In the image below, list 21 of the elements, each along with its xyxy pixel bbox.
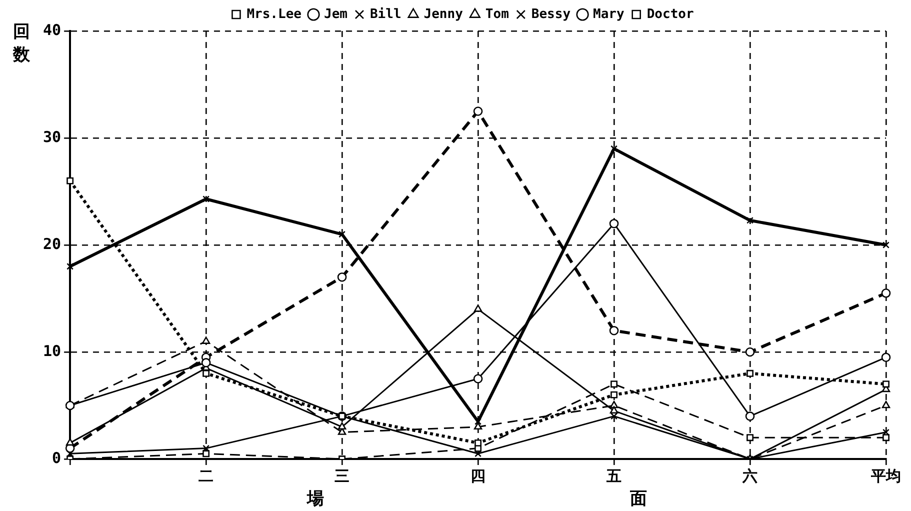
y-tick-label: 20 [43, 234, 62, 253]
y-tick-label: 30 [43, 128, 62, 146]
legend-label: Bill [370, 6, 402, 22]
y-tick-label: 10 [43, 342, 62, 360]
legend-label: Mary [593, 6, 625, 22]
legend-label: Jem [324, 6, 348, 22]
x-tick-label: 二 [198, 466, 214, 485]
x-tick-label: 四 [470, 466, 486, 485]
y-tick-label: 40 [43, 20, 62, 39]
legend-label: Tom [485, 6, 510, 22]
x-axis-title: 場面 [307, 488, 647, 510]
legend-label: Jenny [424, 6, 464, 22]
y-tick-label: 0 [52, 448, 62, 467]
x-tick-label: 五 [606, 466, 622, 485]
x-tick-label: 六 [742, 466, 758, 485]
y-axis-title: 回数 [13, 21, 31, 66]
x-tick-label: 平均 [870, 466, 901, 485]
x-tick-label: 三 [334, 466, 350, 485]
legend-label: Doctor [646, 6, 694, 22]
legend-label: Bessy [531, 6, 571, 22]
legend-label: Mrs.Lee [246, 6, 302, 22]
